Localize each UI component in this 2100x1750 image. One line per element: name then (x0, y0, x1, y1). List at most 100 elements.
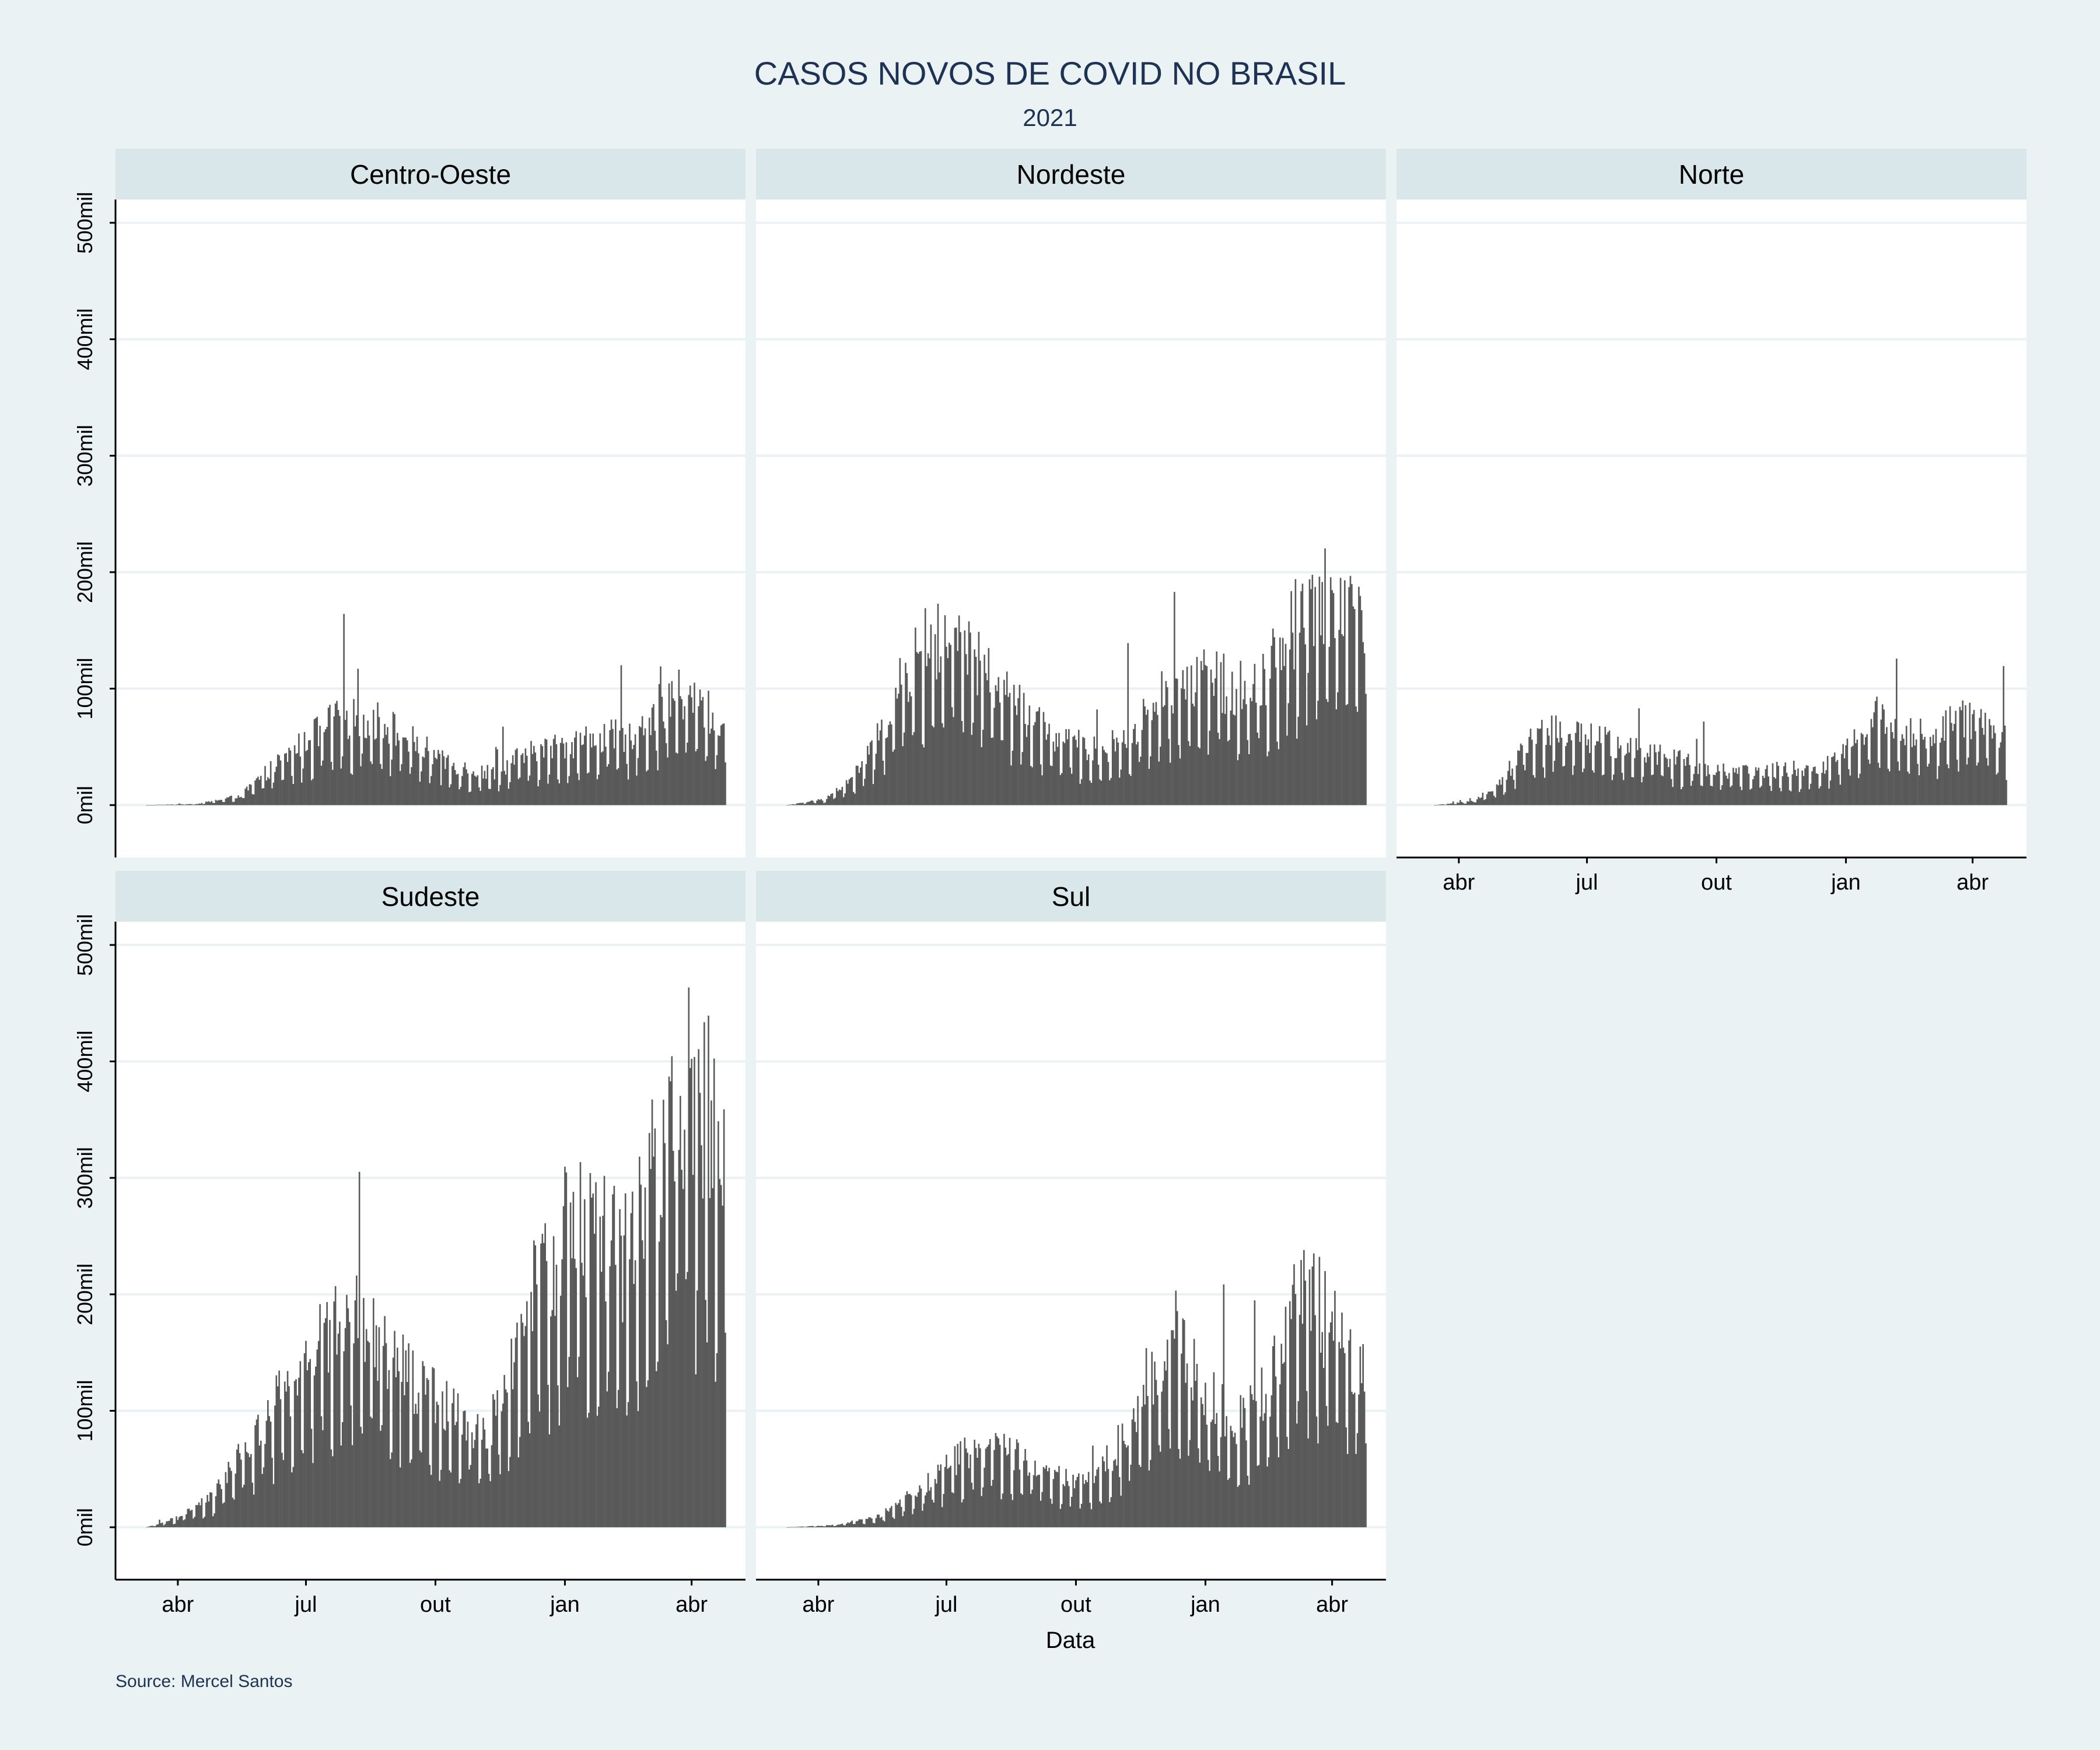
daily-bar (542, 1242, 545, 1528)
daily-bar (1639, 748, 1642, 806)
daily-bar (646, 771, 648, 806)
daily-bar (1758, 768, 1760, 806)
daily-bar (1161, 671, 1163, 806)
daily-bar (670, 1081, 671, 1528)
daily-bar (421, 771, 422, 806)
daily-bar (668, 683, 670, 806)
daily-bar (629, 1259, 631, 1528)
daily-bar (1212, 682, 1213, 806)
daily-bar (1833, 752, 1836, 806)
daily-bar (818, 800, 821, 806)
daily-bar (1452, 801, 1454, 806)
daily-bar (857, 1521, 859, 1528)
daily-bar (692, 1175, 694, 1528)
daily-bar (619, 1209, 621, 1528)
daily-bar (709, 733, 711, 806)
daily-bar (1272, 628, 1274, 806)
daily-bar (903, 1511, 905, 1528)
daily-bar (180, 804, 181, 806)
daily-bar (871, 1518, 873, 1528)
daily-bar (1130, 1464, 1132, 1528)
daily-bar (1953, 723, 1955, 806)
daily-bar (1189, 1440, 1191, 1528)
daily-bar (312, 779, 314, 806)
daily-bar (1145, 1348, 1147, 1528)
daily-bar (422, 756, 424, 806)
daily-bar (295, 1379, 297, 1528)
daily-bar (307, 740, 310, 806)
daily-bar (285, 752, 287, 806)
daily-bar (1353, 609, 1356, 806)
daily-bar (409, 774, 411, 806)
daily-bar (418, 753, 419, 806)
daily-bar (1338, 629, 1340, 806)
daily-bar (1348, 1340, 1350, 1528)
daily-bar (1472, 802, 1474, 806)
daily-bar (1061, 1504, 1063, 1528)
daily-bar (789, 804, 791, 806)
daily-bar (1306, 1391, 1308, 1528)
daily-bar (346, 710, 348, 806)
daily-bar (443, 1429, 445, 1528)
daily-bar (909, 691, 911, 806)
daily-bar (209, 802, 211, 806)
daily-bar (957, 1444, 959, 1528)
daily-bar (644, 1187, 646, 1528)
daily-bar (1200, 661, 1202, 806)
daily-bar (885, 1508, 887, 1528)
daily-bar (810, 800, 813, 806)
daily-bar (612, 729, 614, 806)
daily-bar (1269, 678, 1271, 806)
daily-bar (858, 773, 860, 806)
daily-bar (1744, 765, 1746, 806)
daily-bar (1014, 705, 1016, 806)
daily-bar (491, 769, 493, 806)
daily-bar (303, 732, 306, 806)
daily-bar (854, 1524, 856, 1528)
daily-bar (864, 779, 866, 806)
daily-bar (919, 1485, 921, 1528)
daily-bar (239, 1453, 241, 1528)
daily-bar (872, 1522, 874, 1528)
daily-bar (634, 734, 636, 806)
daily-bar (583, 1199, 586, 1528)
daily-bar (1268, 1457, 1270, 1528)
daily-bar (498, 1454, 500, 1528)
daily-bar (548, 774, 551, 806)
daily-bar (1803, 776, 1805, 806)
daily-bar (450, 784, 452, 806)
daily-bar (1559, 722, 1561, 806)
daily-bar (1104, 752, 1107, 806)
daily-bar (307, 1362, 310, 1528)
daily-bar (972, 723, 974, 806)
daily-bar (159, 804, 160, 806)
daily-bar (388, 743, 390, 806)
daily-bar (599, 733, 601, 806)
daily-bar (657, 770, 659, 806)
daily-bar (1911, 747, 1913, 806)
x-tick-label: abr (1316, 1592, 1348, 1617)
daily-bar (930, 1487, 932, 1528)
daily-bar (250, 1454, 252, 1528)
daily-bar (1985, 712, 1986, 806)
daily-bar (198, 803, 200, 806)
daily-bar (665, 1320, 667, 1528)
daily-bar (1706, 776, 1707, 806)
daily-bar (1101, 1456, 1104, 1528)
daily-bar (899, 1499, 901, 1528)
daily-bar (936, 1483, 937, 1528)
daily-bar (361, 753, 363, 806)
daily-bar (1952, 730, 1954, 806)
daily-bar (1106, 1445, 1108, 1528)
daily-bar (996, 691, 998, 806)
daily-bar (1152, 1404, 1154, 1528)
daily-bar (640, 1184, 642, 1528)
daily-bar (1093, 736, 1096, 806)
daily-bar (1776, 762, 1778, 806)
daily-bar (1151, 1352, 1153, 1528)
daily-bar (814, 803, 817, 806)
daily-bar (477, 775, 479, 806)
daily-bar (236, 798, 238, 806)
daily-bar (1468, 802, 1470, 806)
daily-bar (536, 761, 538, 806)
